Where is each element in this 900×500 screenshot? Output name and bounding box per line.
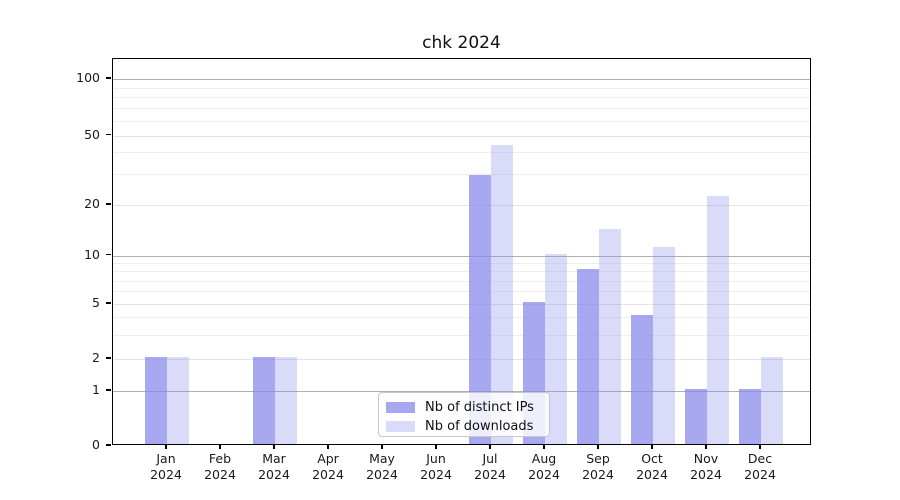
x-tick-mark (273, 445, 275, 449)
legend-row-downloads: Nb of downloads (386, 417, 543, 436)
bar-distinct-ips (253, 357, 275, 444)
bar-distinct-ips (145, 357, 167, 444)
bar-distinct-ips (685, 389, 707, 444)
y-tick-label: 10 (84, 246, 100, 262)
y-tick-mark (106, 444, 111, 446)
y-tick-mark (106, 133, 111, 136)
sub-major-gridline (113, 205, 810, 206)
minor-gridline (113, 271, 810, 273)
minor-gridline (113, 87, 810, 89)
minor-gridline (113, 291, 810, 293)
y-tick-label: 0 (92, 437, 100, 452)
minor-gridline (113, 262, 810, 264)
y-tick-label: 2 (92, 350, 100, 365)
x-tick-mark (705, 445, 707, 449)
y-tick-mark (106, 389, 111, 391)
bar-downloads (491, 144, 513, 444)
y-tick-mark (106, 357, 111, 359)
x-tick-mark (165, 445, 167, 449)
major-gridline (113, 255, 810, 257)
minor-gridline (113, 97, 810, 99)
legend: Nb of distinct IPs Nb of downloads (378, 392, 550, 437)
x-tick-mark (435, 445, 437, 449)
bar-downloads (599, 229, 621, 444)
bar-downloads (275, 357, 297, 444)
x-tick-label: May 2024 (366, 451, 398, 482)
plot-area (112, 58, 811, 445)
x-tick-mark (381, 445, 383, 449)
legend-row-distinct-ips: Nb of distinct IPs (386, 398, 543, 417)
y-tick-label: 5 (92, 295, 100, 310)
chart-title: chk 2024 (422, 33, 501, 53)
x-tick-label: Sep 2024 (582, 451, 614, 482)
minor-gridline (113, 120, 810, 122)
x-tick-mark (651, 445, 653, 449)
y-tick-label: 20 (84, 196, 100, 211)
minor-gridline (113, 174, 810, 176)
sub-major-gridline (113, 359, 810, 360)
minor-gridline (113, 334, 810, 336)
bar-downloads (761, 357, 783, 444)
x-tick-label: Jan 2024 (150, 451, 182, 482)
bar-downloads (707, 195, 729, 444)
minor-gridline (113, 280, 810, 282)
sub-major-gridline (113, 135, 810, 137)
legend-swatch-distinct-ips-icon (386, 402, 415, 413)
x-tick-label: Mar 2024 (258, 451, 290, 482)
bar-distinct-ips (631, 315, 653, 444)
legend-label-distinct-ips: Nb of distinct IPs (425, 400, 534, 415)
x-tick-label: Apr 2024 (312, 451, 344, 482)
y-tick-mark (106, 302, 111, 304)
major-gridline (113, 391, 810, 392)
y-tick-label: 50 (84, 126, 100, 142)
bar-distinct-ips (469, 174, 491, 444)
major-gridline (113, 79, 810, 80)
x-tick-label: Jul 2024 (474, 451, 506, 482)
x-tick-label: Dec 2024 (744, 451, 776, 482)
x-tick-mark (219, 445, 221, 449)
x-tick-mark (597, 445, 599, 449)
x-tick-mark (489, 445, 491, 449)
y-tick-mark (106, 77, 111, 79)
minor-gridline (113, 317, 810, 319)
legend-swatch-downloads-icon (386, 421, 415, 432)
bar-downloads (545, 253, 567, 444)
x-tick-mark (327, 445, 329, 449)
minor-gridline (113, 152, 810, 154)
bar-downloads (167, 357, 189, 444)
sub-major-gridline (113, 304, 810, 305)
minor-gridline (113, 108, 810, 110)
x-tick-label: Jun 2024 (420, 451, 452, 482)
bar-downloads (653, 246, 675, 444)
bar-distinct-ips (739, 389, 761, 444)
y-tick-label: 1 (92, 382, 100, 397)
x-tick-mark (759, 445, 761, 449)
y-tick-mark (106, 253, 111, 256)
x-tick-label: Feb 2024 (204, 451, 236, 482)
x-tick-label: Aug 2024 (528, 451, 560, 482)
y-tick-mark (106, 203, 111, 205)
x-tick-label: Oct 2024 (636, 451, 668, 482)
legend-label-downloads: Nb of downloads (425, 419, 534, 434)
x-tick-mark (543, 445, 545, 449)
y-tick-label: 100 (76, 70, 100, 85)
x-tick-label: Nov 2024 (690, 451, 722, 482)
bar-distinct-ips (577, 269, 599, 444)
